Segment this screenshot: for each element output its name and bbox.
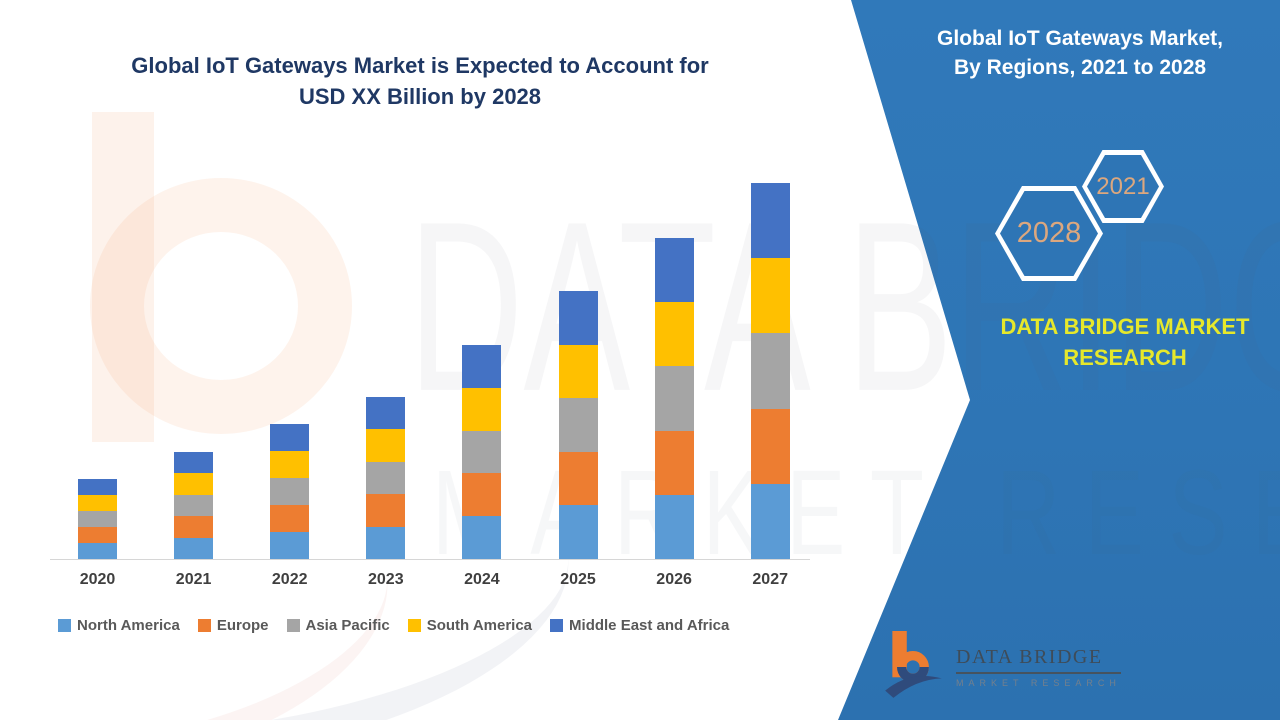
- bar-segment: [750, 408, 790, 484]
- bar-segment: [654, 430, 694, 495]
- company-logo-text: DATA BRIDGE MARKET RESEARCH: [956, 646, 1121, 688]
- bar-2027: [750, 183, 790, 559]
- bar-segment: [558, 291, 598, 345]
- x-axis-label-2020: 2020: [79, 571, 116, 588]
- bar-segment: [750, 183, 790, 259]
- hexagon-badge-2021-inner: 2021: [1087, 155, 1159, 218]
- bar-segment: [270, 532, 310, 559]
- legend-swatch-icon: [550, 619, 564, 632]
- panel-title: Global IoT Gateways Market, By Regions, …: [880, 24, 1280, 82]
- brand-name-text: DATA BRIDGE MARKET RESEARCH: [960, 311, 1280, 373]
- bar-segment: [174, 473, 214, 495]
- chart-title: Global IoT Gateways Market is Expected t…: [60, 50, 780, 112]
- bar-segment: [462, 516, 502, 559]
- bar-segment: [270, 424, 310, 451]
- bar-2022: [270, 424, 310, 559]
- bar-segment: [750, 258, 790, 334]
- bar-2020: [78, 479, 117, 559]
- bar-segment: [174, 516, 214, 538]
- bar-segment: [462, 473, 502, 517]
- brand-name-line1: DATA BRIDGE MARKET: [1000, 314, 1250, 339]
- bar-segment: [78, 511, 117, 527]
- x-axis-line: [50, 559, 810, 560]
- company-logo-b-icon: [885, 631, 942, 698]
- legend-swatch-icon: [286, 619, 300, 632]
- chart-legend: North America Europe Asia Pacific South Ame…: [58, 617, 848, 634]
- company-logo-subtext: MARKET RESEARCH: [956, 678, 1121, 688]
- bar-segment: [270, 478, 310, 505]
- bar-2026: [654, 238, 694, 559]
- legend-swatch-icon: [58, 619, 71, 632]
- x-axis-label-2025: 2025: [560, 571, 596, 588]
- bar-2025: [558, 291, 598, 559]
- bar-2023: [366, 397, 406, 559]
- x-axis-label-2027: 2027: [752, 571, 788, 588]
- bar-segment: [174, 494, 214, 517]
- bar-2024: [462, 345, 502, 559]
- bar-segment: [558, 344, 598, 399]
- bar-segment: [78, 527, 117, 543]
- bar-segment: [366, 461, 406, 495]
- bar-segment: [366, 397, 406, 430]
- bar-segment: [558, 451, 598, 506]
- bar-segment: [78, 479, 117, 495]
- legend-label: Asia Pacific: [305, 617, 390, 634]
- chart-title-line1: Global IoT Gateways Market is Expected t…: [131, 53, 709, 78]
- panel-title-line1: Global IoT Gateways Market,: [937, 27, 1223, 50]
- chart-title-line2: USD XX Billion by 2028: [298, 84, 542, 109]
- bar-segment: [366, 494, 406, 527]
- legend-item: Europe: [197, 617, 269, 634]
- bar-segment: [750, 483, 790, 559]
- hexagon-badge-2028-inner: 2028: [1000, 191, 1098, 276]
- bar-segment: [558, 398, 598, 452]
- x-axis-label-2021: 2021: [175, 571, 212, 588]
- bar-segment: [750, 333, 790, 409]
- chart-plot-area: [55, 170, 807, 559]
- bar-segment: [558, 505, 598, 559]
- bar-segment: [654, 238, 694, 303]
- legend-label: Middle East and Africa: [569, 617, 730, 634]
- brand-name-line2: RESEARCH: [1063, 345, 1187, 370]
- bar-2021: [174, 452, 214, 559]
- x-axis-label-2022: 2022: [271, 571, 308, 588]
- bar-segment: [270, 451, 310, 478]
- x-axis-label-2024: 2024: [464, 571, 500, 588]
- legend-item: Middle East and Africa: [550, 617, 729, 634]
- legend-label: Europe: [216, 617, 269, 634]
- bar-segment: [78, 495, 117, 511]
- hexagon-2021-label: 2021: [1096, 172, 1150, 200]
- bar-segment: [462, 345, 502, 388]
- panel-title-line2: By Regions, 2021 to 2028: [953, 56, 1207, 79]
- bar-segment: [270, 505, 310, 532]
- company-logo-wordmark: DATA BRIDGE: [956, 646, 1121, 674]
- bar-segment: [462, 387, 502, 431]
- bar-segment: [654, 366, 694, 431]
- bar-segment: [462, 430, 502, 474]
- legend-swatch-icon: [197, 619, 211, 632]
- bar-segment: [654, 494, 694, 559]
- bar-segment: [174, 537, 214, 559]
- legend-item: Asia Pacific: [286, 617, 390, 634]
- bar-segment: [366, 429, 406, 462]
- bar-segment: [366, 526, 406, 559]
- legend-swatch-icon: [407, 619, 421, 632]
- hexagon-2028-label: 2028: [1016, 217, 1082, 249]
- x-axis-label-2026: 2026: [656, 571, 692, 588]
- bar-segment: [174, 452, 214, 474]
- legend-item: North America: [58, 617, 180, 634]
- legend-label: North America: [77, 617, 180, 634]
- legend-item: South America: [407, 617, 533, 634]
- bar-segment: [654, 302, 694, 367]
- company-logo: DATA BRIDGE MARKET RESEARCH: [884, 631, 1121, 703]
- legend-label: South America: [426, 617, 533, 634]
- bar-segment: [78, 543, 117, 559]
- x-axis-label-2023: 2023: [368, 571, 404, 588]
